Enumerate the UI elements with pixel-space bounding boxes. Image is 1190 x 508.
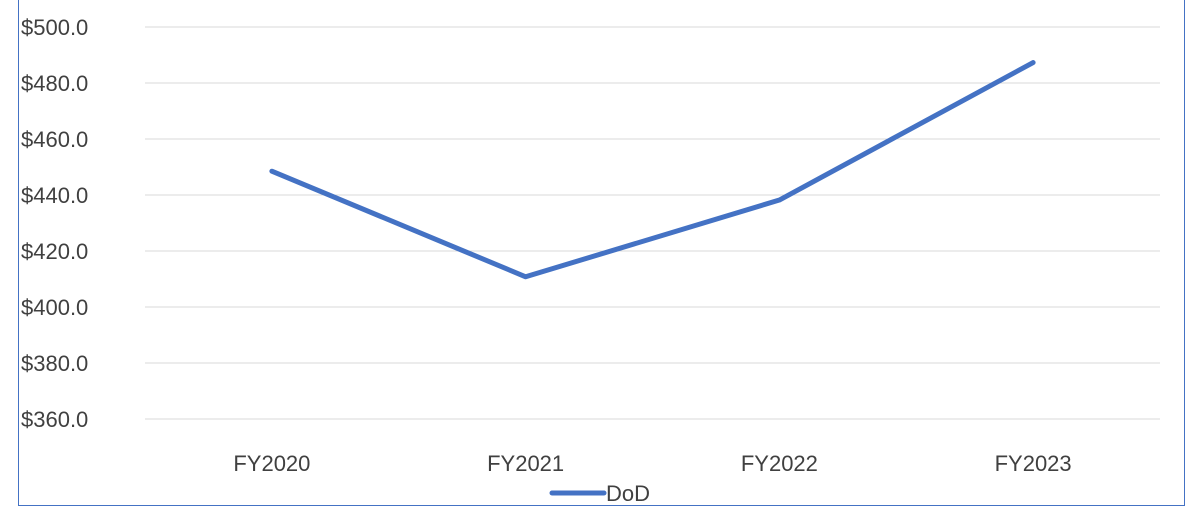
legend-label: DoD bbox=[606, 481, 650, 506]
series-line-dod bbox=[269, 60, 1036, 280]
y-tick-label: $400.0 bbox=[21, 295, 88, 320]
y-tick-label: $380.0 bbox=[21, 351, 88, 376]
y-tick-label: $360.0 bbox=[21, 407, 88, 432]
x-tick-label: FY2020 bbox=[233, 451, 310, 476]
x-tick-label: FY2022 bbox=[741, 451, 818, 476]
y-tick-label: $500.0 bbox=[21, 15, 88, 40]
gridlines bbox=[145, 26, 1160, 420]
y-tick-label: $440.0 bbox=[21, 183, 88, 208]
y-axis-ticks: $360.0 $380.0 $400.0 $420.0 $440.0 $460.0 $480… bbox=[21, 15, 88, 432]
y-tick-label: $460.0 bbox=[21, 127, 88, 152]
series-group bbox=[269, 60, 1036, 280]
x-axis-ticks: FY2020 FY2021 FY2022 FY2023 bbox=[233, 451, 1071, 476]
y-tick-label: $480.0 bbox=[21, 71, 88, 96]
x-tick-label: FY2021 bbox=[487, 451, 564, 476]
y-tick-label: $420.0 bbox=[21, 239, 88, 264]
legend: DoD bbox=[549, 481, 650, 506]
x-tick-label: FY2023 bbox=[995, 451, 1072, 476]
